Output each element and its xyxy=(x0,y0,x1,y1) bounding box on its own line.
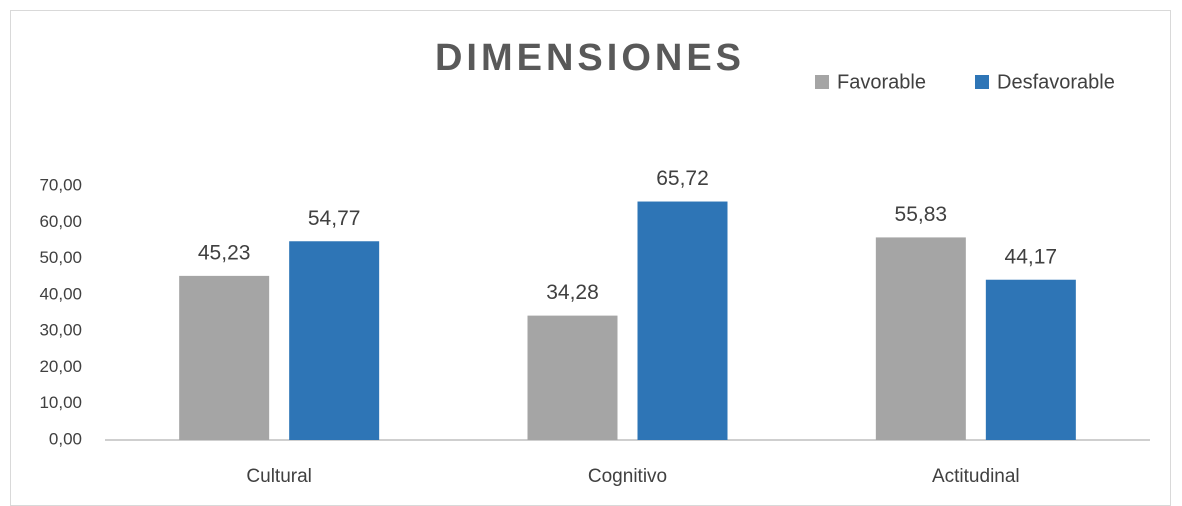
y-tick-label: 50,00 xyxy=(39,248,82,267)
legend-swatch xyxy=(975,75,989,89)
value-label: 34,28 xyxy=(546,281,599,304)
y-tick-label: 20,00 xyxy=(39,357,82,376)
y-tick-label: 60,00 xyxy=(39,212,82,231)
bar xyxy=(985,279,1076,440)
value-label: 54,77 xyxy=(308,207,361,230)
value-label: 65,72 xyxy=(656,167,709,190)
value-label: 44,17 xyxy=(1005,245,1058,268)
chart-title: DIMENSIONES xyxy=(435,37,745,79)
x-tick-label: Actitudinal xyxy=(932,466,1020,487)
bar xyxy=(289,241,380,440)
legend-swatch xyxy=(815,75,829,89)
legend-label: Favorable xyxy=(837,71,926,93)
bar xyxy=(527,315,618,440)
bar xyxy=(637,201,728,440)
legend-label: Desfavorable xyxy=(997,71,1115,93)
y-tick-label: 0,00 xyxy=(49,429,82,448)
value-label: 55,83 xyxy=(895,203,948,226)
x-tick-label: Cognitivo xyxy=(588,466,667,487)
y-tick-label: 70,00 xyxy=(39,175,82,194)
x-tick-label: Cultural xyxy=(246,466,311,487)
bar xyxy=(875,237,966,440)
y-tick-label: 30,00 xyxy=(39,321,82,340)
y-tick-label: 40,00 xyxy=(39,284,82,303)
value-label: 45,23 xyxy=(198,241,251,264)
y-tick-label: 10,00 xyxy=(39,393,82,412)
bar xyxy=(179,275,270,440)
